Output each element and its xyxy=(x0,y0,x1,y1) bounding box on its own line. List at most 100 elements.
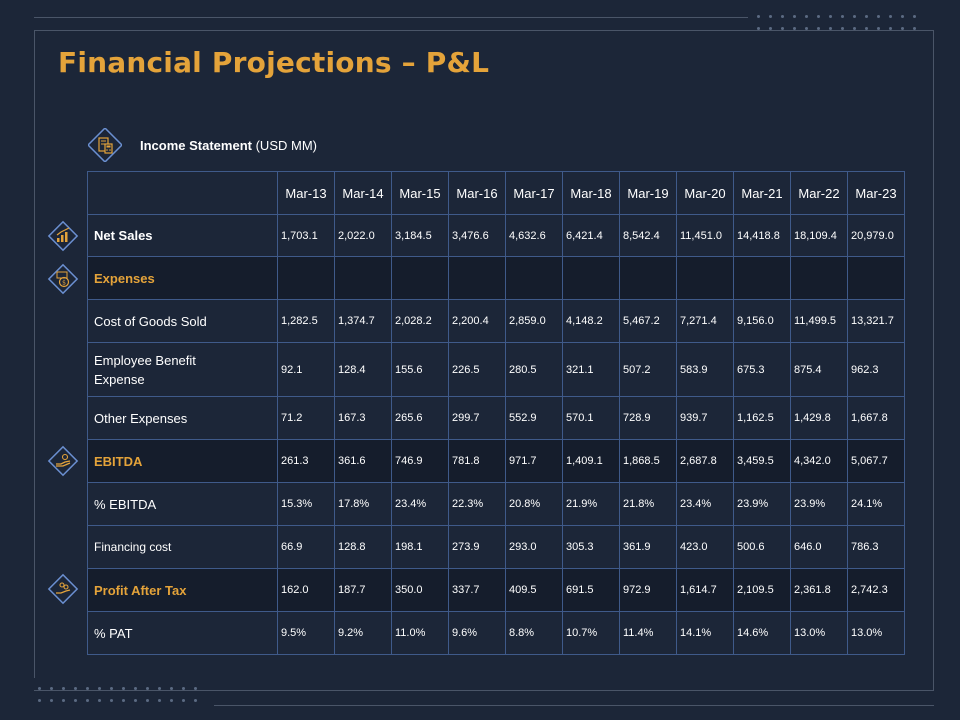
value-cell: 71.2 xyxy=(277,396,335,440)
value-cell: 500.6 xyxy=(733,525,791,569)
decorative-dot xyxy=(805,27,808,30)
value-cell: 507.2 xyxy=(619,342,677,397)
value-cell: 2,742.3 xyxy=(847,568,905,612)
row-label: Net Sales xyxy=(87,214,278,257)
column-header: Mar-15 xyxy=(391,171,449,215)
pl-table: Mar-13 Mar-14 Mar-15 Mar-16 Mar-17 Mar-18 Mar-… xyxy=(87,171,905,655)
table-caption: Income Statement (USD MM) xyxy=(140,138,317,153)
decorative-dot xyxy=(793,27,796,30)
decorative-dots-bottom-left xyxy=(38,687,208,707)
decorative-dot xyxy=(194,687,197,690)
value-cell: 17.8% xyxy=(334,482,392,526)
value-cell: 15.3% xyxy=(277,482,335,526)
column-header: Mar-22 xyxy=(790,171,848,215)
decorative-dot xyxy=(38,699,41,702)
decorative-dot xyxy=(853,27,856,30)
value-cell: 1,162.5 xyxy=(733,396,791,440)
decorative-dot xyxy=(110,687,113,690)
bottom-frame-line xyxy=(214,705,934,706)
decorative-dot xyxy=(158,687,161,690)
table-row: EBITDA 261.3 361.6 746.9 781.8 971.7 1,409.1 1,… xyxy=(87,439,905,483)
header-label-cell xyxy=(87,171,278,215)
value-cell: 13.0% xyxy=(847,611,905,655)
bar-chart-growth-icon xyxy=(47,220,79,252)
value-cell: 875.4 xyxy=(790,342,848,397)
table-row: % EBITDA 15.3% 17.8% 23.4% 22.3% 20.8% 21.9% 21… xyxy=(87,482,905,526)
decorative-dot xyxy=(877,15,880,18)
value-cell: 21.8% xyxy=(619,482,677,526)
value-cell xyxy=(619,256,677,300)
column-header: Mar-19 xyxy=(619,171,677,215)
value-cell: 293.0 xyxy=(505,525,563,569)
value-cell: 66.9 xyxy=(277,525,335,569)
decorative-dot xyxy=(889,27,892,30)
decorative-dot xyxy=(913,15,916,18)
decorative-dot xyxy=(757,27,760,30)
row-label: Expenses xyxy=(87,256,278,300)
value-cell: 1,614.7 xyxy=(676,568,734,612)
hand-coins-icon xyxy=(47,573,79,605)
decorative-dot xyxy=(38,687,41,690)
column-header: Mar-18 xyxy=(562,171,620,215)
value-cell: 5,467.2 xyxy=(619,299,677,343)
value-cell: 781.8 xyxy=(448,439,506,483)
decorative-dot xyxy=(182,699,185,702)
decorative-dot xyxy=(817,27,820,30)
value-cell: 273.9 xyxy=(448,525,506,569)
top-inner-line xyxy=(34,30,934,31)
value-cell: 128.4 xyxy=(334,342,392,397)
value-cell: 265.6 xyxy=(391,396,449,440)
value-cell: 261.3 xyxy=(277,439,335,483)
value-cell: 20.8% xyxy=(505,482,563,526)
money-bag-icon: $ xyxy=(47,263,79,295)
row-label: EBITDA xyxy=(87,439,278,483)
decorative-dot xyxy=(122,699,125,702)
value-cell: 11.0% xyxy=(391,611,449,655)
decorative-dot xyxy=(110,699,113,702)
value-cell: 786.3 xyxy=(847,525,905,569)
decorative-dot xyxy=(913,27,916,30)
value-cell xyxy=(733,256,791,300)
row-label: % EBITDA xyxy=(87,482,278,526)
decorative-dot xyxy=(170,699,173,702)
value-cell: 570.1 xyxy=(562,396,620,440)
decorative-dot xyxy=(841,15,844,18)
value-cell: 92.1 xyxy=(277,342,335,397)
decorative-dot xyxy=(853,15,856,18)
value-cell: 8,542.4 xyxy=(619,214,677,257)
decorative-dot xyxy=(817,15,820,18)
value-cell: 187.7 xyxy=(334,568,392,612)
value-cell: 2,859.0 xyxy=(505,299,563,343)
value-cell: 23.9% xyxy=(790,482,848,526)
value-cell: 10.7% xyxy=(562,611,620,655)
value-cell: 155.6 xyxy=(391,342,449,397)
right-frame-line xyxy=(933,30,934,690)
value-cell: 1,409.1 xyxy=(562,439,620,483)
value-cell: 583.9 xyxy=(676,342,734,397)
value-cell: 646.0 xyxy=(790,525,848,569)
value-cell: 14.6% xyxy=(733,611,791,655)
table-row: Cost of Goods Sold 1,282.5 1,374.7 2,028.2 2… xyxy=(87,299,905,343)
row-label: Financing cost xyxy=(87,525,278,569)
value-cell: 18,109.4 xyxy=(790,214,848,257)
value-cell: 2,028.2 xyxy=(391,299,449,343)
decorative-dot xyxy=(146,699,149,702)
value-cell: 299.7 xyxy=(448,396,506,440)
value-cell: 198.1 xyxy=(391,525,449,569)
value-cell: 1,868.5 xyxy=(619,439,677,483)
value-cell: 128.8 xyxy=(334,525,392,569)
column-header: Mar-16 xyxy=(448,171,506,215)
value-cell: 5,067.7 xyxy=(847,439,905,483)
value-cell: 728.9 xyxy=(619,396,677,440)
table-row: Financing cost 66.9 128.8 198.1 273.9 293.0 30… xyxy=(87,525,905,569)
value-cell: 9.2% xyxy=(334,611,392,655)
svg-text:$: $ xyxy=(62,280,66,287)
value-cell: 552.9 xyxy=(505,396,563,440)
value-cell: 3,184.5 xyxy=(391,214,449,257)
decorative-dot xyxy=(134,699,137,702)
column-header: Mar-14 xyxy=(334,171,392,215)
decorative-dot xyxy=(62,687,65,690)
value-cell: 9.6% xyxy=(448,611,506,655)
calculator-document-icon xyxy=(88,128,122,162)
decorative-dot xyxy=(146,687,149,690)
